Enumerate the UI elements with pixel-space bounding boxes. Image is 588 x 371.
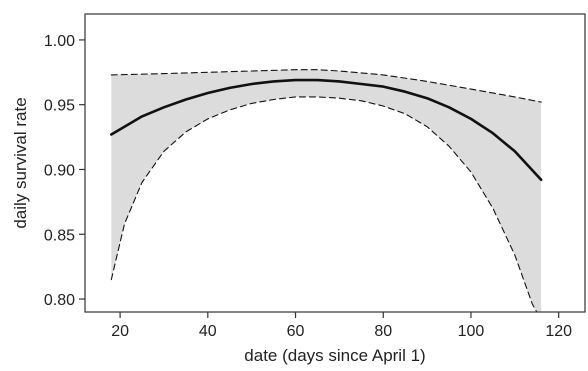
confidence-band xyxy=(111,69,542,312)
x-tick-label: 60 xyxy=(287,323,305,340)
y-tick-label: 0.85 xyxy=(44,227,75,244)
y-axis-label: daily survival rate xyxy=(11,97,30,228)
x-axis-label: date (days since April 1) xyxy=(244,346,425,365)
y-tick-label: 1.00 xyxy=(44,33,75,50)
x-tick-label: 100 xyxy=(458,323,485,340)
x-tick-label: 120 xyxy=(545,323,572,340)
y-tick-label: 0.90 xyxy=(44,162,75,179)
x-tick-label: 80 xyxy=(374,323,392,340)
estimate-line xyxy=(110,78,543,182)
y-tick-label: 0.95 xyxy=(44,98,75,115)
y-tick-label: 0.80 xyxy=(44,292,75,309)
lower-bound-line xyxy=(110,96,538,313)
x-tick-label: 20 xyxy=(111,323,129,340)
x-tick-label: 40 xyxy=(199,323,217,340)
plot-frame xyxy=(84,13,586,313)
